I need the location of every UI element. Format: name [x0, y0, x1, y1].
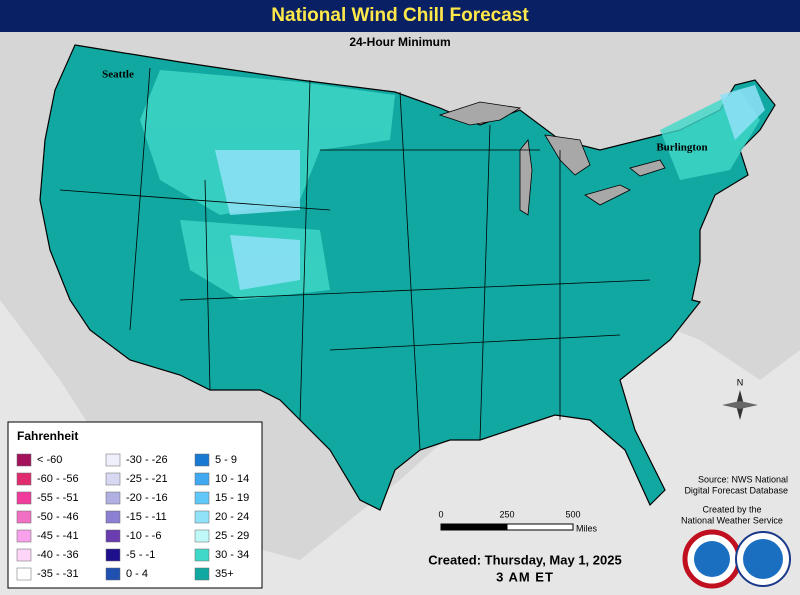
legend-label: -50 - -46: [37, 511, 79, 523]
credit-text: National Weather Service: [681, 515, 783, 525]
source-text: Digital Forecast Database: [684, 485, 788, 495]
legend-label: -30 - -26: [126, 454, 168, 466]
legend-swatch: [194, 472, 210, 486]
legend-swatch: [194, 548, 210, 562]
legend-swatch: [194, 529, 210, 543]
legend-swatch: [16, 472, 32, 486]
legend-swatch: [194, 491, 210, 505]
legend-swatch: [105, 529, 121, 543]
legend-swatch: [105, 548, 121, 562]
title-bar: [0, 0, 800, 32]
legend-swatch: [16, 453, 32, 467]
legend-label: -55 - -51: [37, 492, 79, 504]
legend-swatch: [105, 453, 121, 467]
legend-swatch: [194, 453, 210, 467]
legend-swatch: [105, 510, 121, 524]
scale-label: 250: [499, 509, 514, 519]
credit-text: Created by the: [702, 504, 761, 514]
legend-swatch: [105, 491, 121, 505]
logos: [682, 529, 791, 589]
legend-label: -10 - -6: [126, 530, 161, 542]
legend-label: -60 - -56: [37, 473, 79, 485]
source-text: Source: NWS National: [698, 474, 788, 484]
legend-label: 10 - 14: [215, 473, 249, 485]
legend-label: < -60: [37, 454, 62, 466]
legend-swatch: [16, 491, 32, 505]
legend-label: 15 - 19: [215, 492, 249, 504]
legend-box: [7, 421, 263, 589]
subtitle: 24-Hour Minimum: [349, 35, 450, 49]
legend-swatch: [16, 567, 32, 581]
legend-label: -45 - -41: [37, 530, 79, 542]
legend-swatch: [194, 567, 210, 581]
legend-swatch: [105, 567, 121, 581]
legend-label: 25 - 29: [215, 530, 249, 542]
created-date: Created: Thursday, May 1, 2025: [428, 552, 621, 567]
title: National Wind Chill Forecast: [271, 5, 529, 26]
legend-entries: < -60 -60 - -56 -55 - -51 -50 - -46 -45 - -4…: [16, 453, 249, 581]
scale-unit: Miles: [576, 523, 598, 533]
legend-label: 30 - 34: [215, 549, 249, 561]
legend-label: 0 - 4: [126, 568, 148, 580]
cold-areas: [215, 85, 765, 290]
legend-label: 35+: [215, 568, 234, 580]
legend-label: -40 - -36: [37, 549, 79, 561]
great-lakes: [438, 101, 666, 216]
legend-swatch: [105, 472, 121, 486]
legend-title: Fahrenheit: [17, 429, 78, 443]
legend-swatch: [194, 510, 210, 524]
legend-label: 5 - 9: [215, 454, 237, 466]
state-lines: [59, 67, 651, 451]
legend-swatch: [16, 548, 32, 562]
legend-swatch: [16, 529, 32, 543]
scale-bar: [440, 523, 574, 531]
city-label: Burlington: [656, 142, 707, 154]
city-label: Seattle: [102, 69, 134, 81]
legend-label: -25 - -21: [126, 473, 168, 485]
compass-label: N: [737, 377, 744, 387]
legend-label: 20 - 24: [215, 511, 249, 523]
legend-label: -5 - -1: [126, 549, 155, 561]
created-time: 3 AM ET: [496, 569, 554, 584]
scale-label: 0: [438, 509, 443, 519]
legend-label: -20 - -16: [126, 492, 168, 504]
legend-label: -35 - -31: [37, 568, 79, 580]
legend-swatch: [16, 510, 32, 524]
scale-label: 500: [565, 509, 580, 519]
legend-label: -15 - -11: [126, 511, 167, 523]
compass: [722, 390, 758, 420]
